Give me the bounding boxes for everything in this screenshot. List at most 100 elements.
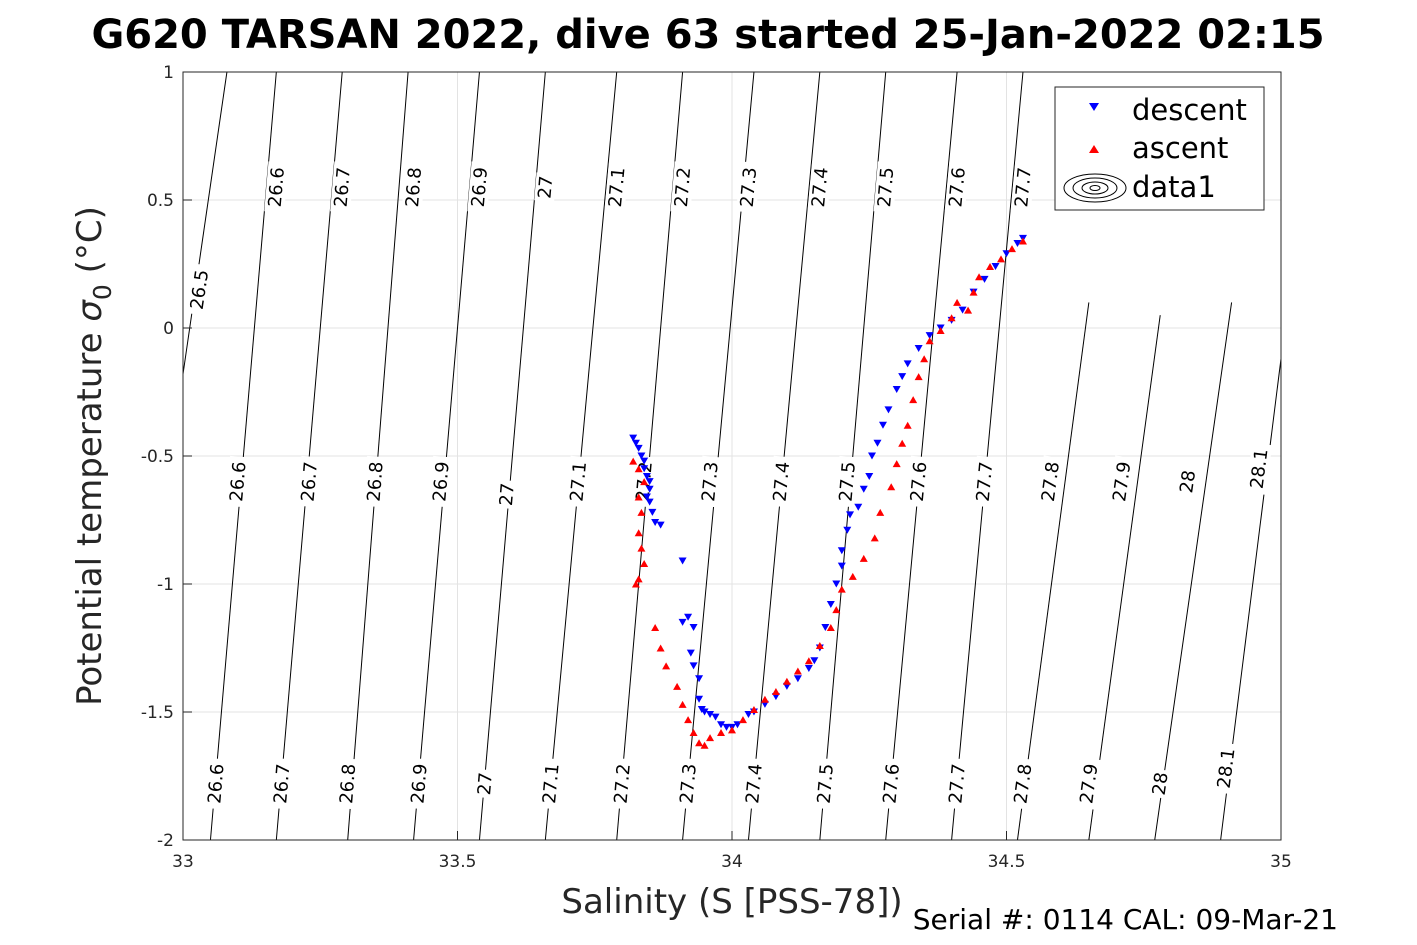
descent-point bbox=[645, 485, 654, 493]
ascent-point bbox=[914, 373, 923, 381]
descent-point bbox=[837, 547, 846, 555]
contour-label: 27.5 bbox=[873, 161, 898, 213]
contour-label: 28.1 bbox=[1246, 442, 1272, 495]
contour-label-bg bbox=[835, 455, 860, 508]
descent-point bbox=[873, 439, 882, 447]
contour-label-bg bbox=[813, 757, 838, 810]
ascent-point bbox=[964, 306, 973, 314]
contour-label-text: 26.8 bbox=[336, 763, 360, 805]
contour-label-bg bbox=[363, 455, 388, 508]
contour-label-bg bbox=[330, 161, 355, 213]
descent-point bbox=[903, 360, 912, 368]
contour-label-bg bbox=[697, 455, 723, 508]
data-series bbox=[629, 234, 1027, 749]
contour-label-bg bbox=[185, 263, 213, 316]
y-axis-label-sigma: σ bbox=[70, 299, 110, 322]
contour-label-bg bbox=[269, 757, 294, 810]
descent-point bbox=[700, 708, 709, 716]
axis-ticks: 33 33.5 34 34.5 35 -2 -1.5 -1 -0.5 0 0.5 1 bbox=[141, 63, 1292, 872]
contour-label-bg bbox=[401, 161, 426, 213]
y-tick-label: 1 bbox=[163, 63, 174, 83]
contour-label-text: 26.7 bbox=[298, 461, 322, 503]
descent-point bbox=[826, 600, 835, 608]
contour-label-text: 27.4 bbox=[770, 461, 795, 503]
ascent-point bbox=[892, 460, 901, 468]
descent-point bbox=[854, 503, 863, 511]
ascent-point bbox=[848, 572, 857, 580]
legend: descent ascent data1 bbox=[1054, 86, 1265, 211]
descent-point bbox=[832, 580, 841, 588]
ascent-point bbox=[637, 544, 646, 552]
contour-label-bg bbox=[203, 757, 229, 810]
contour-label-bg bbox=[538, 757, 564, 810]
ascent-point bbox=[909, 396, 918, 404]
contour-label-text: 27.3 bbox=[698, 461, 723, 503]
ascent-point bbox=[947, 314, 956, 322]
contour-label-text: 27 bbox=[534, 175, 557, 200]
y-tick-label: -1.5 bbox=[141, 703, 174, 723]
contour-label-text: 27.7 bbox=[945, 763, 970, 805]
contour-label-text: 27.8 bbox=[1010, 762, 1036, 804]
ascent-point bbox=[717, 728, 726, 736]
contour-label-bg bbox=[944, 161, 970, 214]
contour-label-text: 27.3 bbox=[737, 166, 762, 208]
legend-ascent-label: ascent bbox=[1132, 131, 1228, 165]
ascent-point bbox=[760, 695, 769, 703]
descent-point bbox=[645, 478, 654, 486]
contour-label-bg bbox=[225, 455, 251, 508]
contour-label-text: 27.7 bbox=[973, 461, 998, 503]
descent-point bbox=[958, 306, 967, 314]
contour-label: 27.5 bbox=[835, 455, 860, 508]
descent-point bbox=[925, 332, 934, 340]
contour-label-bg bbox=[972, 455, 997, 508]
descent-point bbox=[843, 526, 852, 534]
contour-label: 27.3 bbox=[675, 757, 701, 810]
descent-point bbox=[640, 457, 649, 465]
contour-label-text: 27.1 bbox=[539, 763, 564, 805]
ascent-point bbox=[936, 327, 945, 335]
contour-label-bg bbox=[1037, 455, 1064, 508]
contour-label: 27.1 bbox=[538, 757, 564, 810]
x-tick-label: 33.5 bbox=[439, 852, 477, 872]
ascent-point bbox=[815, 641, 824, 649]
contour-label-bg bbox=[906, 455, 931, 508]
contour-label-bg bbox=[566, 455, 591, 508]
descent-point bbox=[640, 465, 649, 473]
contour-label: 27.5 bbox=[813, 757, 838, 810]
descent-point bbox=[991, 263, 1000, 271]
contour-label: 27.4 bbox=[769, 455, 795, 508]
contour-label-text: 26.8 bbox=[402, 166, 426, 208]
y-tick-label: -1 bbox=[157, 575, 174, 595]
x-tick-label: 34 bbox=[721, 852, 743, 872]
descent-point bbox=[631, 439, 640, 447]
contour-label-bg bbox=[873, 161, 898, 213]
ascent-point bbox=[651, 624, 660, 632]
ascent-point bbox=[975, 273, 984, 281]
ascent-point bbox=[1018, 237, 1027, 245]
legend-ascent-marker bbox=[1089, 145, 1099, 153]
descent-point bbox=[717, 721, 726, 729]
contour-label: 27.6 bbox=[906, 455, 931, 508]
contour-label-bg bbox=[473, 768, 497, 799]
ascent-point bbox=[700, 741, 709, 749]
contour-label-text: 27.5 bbox=[814, 763, 838, 805]
ascent-point bbox=[920, 355, 929, 363]
contour-label: 27.7 bbox=[972, 455, 998, 508]
ascent-point bbox=[631, 580, 640, 588]
contour-label: 28 bbox=[1148, 768, 1173, 799]
contour-label-text: 27 bbox=[474, 771, 497, 796]
descent-point bbox=[637, 452, 646, 460]
descent-point bbox=[865, 472, 874, 480]
contour-label: 27.2 bbox=[670, 161, 695, 213]
descent-point bbox=[684, 613, 693, 621]
contour-line-26-8 bbox=[347, 72, 409, 840]
descent-point bbox=[892, 385, 901, 393]
contour-label-text: 26.8 bbox=[364, 461, 388, 503]
ascent-point bbox=[634, 465, 643, 473]
contour-label-text: 27.4 bbox=[742, 763, 767, 805]
contour-label-text: 27.6 bbox=[945, 166, 970, 208]
descent-point bbox=[1013, 240, 1022, 248]
contour-label: 26.9 bbox=[406, 757, 432, 810]
contour-label: 26.6 bbox=[203, 757, 229, 810]
ascent-point bbox=[870, 534, 879, 542]
